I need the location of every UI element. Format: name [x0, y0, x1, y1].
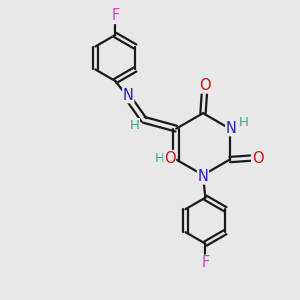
- Text: F: F: [201, 255, 209, 270]
- Text: H: H: [155, 152, 165, 165]
- Text: O: O: [199, 78, 210, 93]
- Text: N: N: [198, 169, 208, 184]
- Text: H: H: [130, 118, 140, 132]
- Text: N: N: [226, 121, 237, 136]
- Text: H: H: [239, 116, 249, 129]
- Text: O: O: [164, 151, 176, 166]
- Text: O: O: [252, 151, 263, 166]
- Text: N: N: [123, 88, 134, 103]
- Text: F: F: [111, 8, 119, 23]
